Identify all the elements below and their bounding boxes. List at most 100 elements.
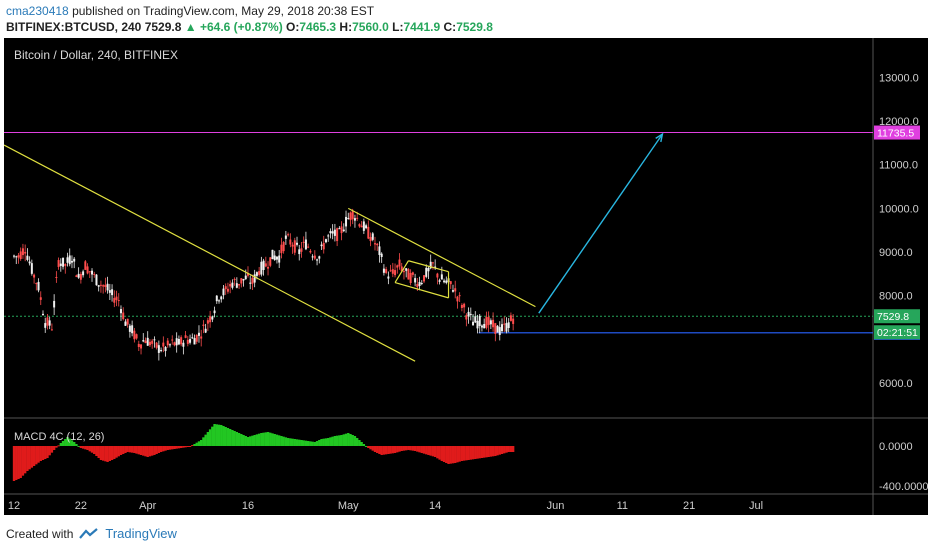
candle-body [501,324,504,332]
macd-bar [231,430,234,446]
candle-body [296,242,299,245]
candle-body [128,325,131,332]
time-tick-label: May [338,500,359,512]
macd-bar [206,432,210,446]
macd-bar [425,446,428,455]
candle-body [498,327,501,335]
candle-body [153,339,156,341]
macd-bar [242,435,245,446]
candle-body [282,242,285,252]
macd-bar [104,446,107,462]
candle-body [400,266,403,272]
candle-body [472,321,475,326]
candle-body [418,282,421,286]
macd-bar [213,424,216,446]
candle-body [79,273,82,280]
macd-bar [311,441,314,446]
candle-body [425,267,428,277]
candle-body [157,345,160,353]
candle-body [465,315,468,320]
macd-bar [384,446,388,455]
candle-body [171,339,174,341]
macd-bar [135,446,138,454]
macd-bar [166,446,169,450]
candle-body [309,250,312,253]
macd-bar [315,441,319,446]
macd-bar [188,446,192,447]
macd-bar [23,446,27,474]
candle-body [347,218,350,220]
candle-body [353,218,356,221]
low-value: 7441.9 [403,20,441,34]
candle-body [95,274,98,286]
price-tick-label: 9000.0 [879,247,913,259]
macd-bar [202,437,205,446]
candle-body [414,278,417,283]
macd-bar [427,446,430,455]
candle-body [338,228,341,230]
macd-bar [353,436,357,446]
macd-bar [451,446,455,464]
candle-body [213,310,216,314]
candle-body [427,268,430,272]
candle-body [211,316,214,320]
macd-bar [48,446,51,456]
chart-canvas[interactable]: 13000.0 12000.0 11000.0 10000.0 9000.0 8000.0… [3,38,929,515]
candle-body [429,261,432,269]
macd-bar [86,446,89,450]
macd-bar [211,426,214,446]
candle-body [451,290,454,292]
candle-body [55,277,58,279]
macd-bar [260,433,263,446]
macd-bar [476,446,479,459]
candle-body [512,318,515,324]
candle-body [99,284,102,286]
macd-bar [197,441,201,446]
macd-bar [349,434,352,446]
chart-svg[interactable]: 13000.0 12000.0 11000.0 10000.0 9000.0 8000.0… [3,38,929,515]
candle-body [135,334,138,339]
macd-bar [342,434,346,446]
price-tick-label: 10000.0 [879,203,919,215]
macd-bar [113,446,116,459]
candle-body [175,338,178,346]
macd-bar [465,446,468,461]
macd-bar [362,444,366,446]
macd-bar [367,446,370,448]
candle-body [44,323,47,328]
tradingview-brand[interactable]: TradingView [105,526,177,541]
candle-body [320,244,323,247]
candle-body [371,233,374,240]
macd-bar [302,440,305,446]
macd-bar [398,446,401,452]
time-tick-label: 12 [8,500,20,512]
macd-bar [400,446,403,451]
macd-bar [17,446,20,479]
macd-bar [445,446,448,463]
candle-body [224,286,227,290]
candle-body [411,272,414,275]
candle-body [287,234,290,236]
candle-body [30,263,33,274]
tradingview-logo-icon [79,527,99,539]
macd-bar [440,446,444,461]
candle-body [460,304,463,308]
macd-bar [491,446,495,457]
macd-bar [28,446,31,470]
candle-body [273,255,276,260]
candle-body [28,261,31,264]
macd-bar [460,446,464,461]
trendline [408,260,449,273]
macd-bar [130,446,134,453]
macd-bar [454,446,457,463]
candle-body [291,244,294,247]
candle-body [396,265,399,268]
macd-bar [355,438,359,446]
macd-bar [404,446,408,451]
candle-body [271,249,274,260]
author-link[interactable]: cma230418 [6,4,69,18]
macd-bar [72,442,76,446]
macd-bar [396,446,399,453]
macd-bar [90,446,94,453]
macd-bar [433,446,437,457]
